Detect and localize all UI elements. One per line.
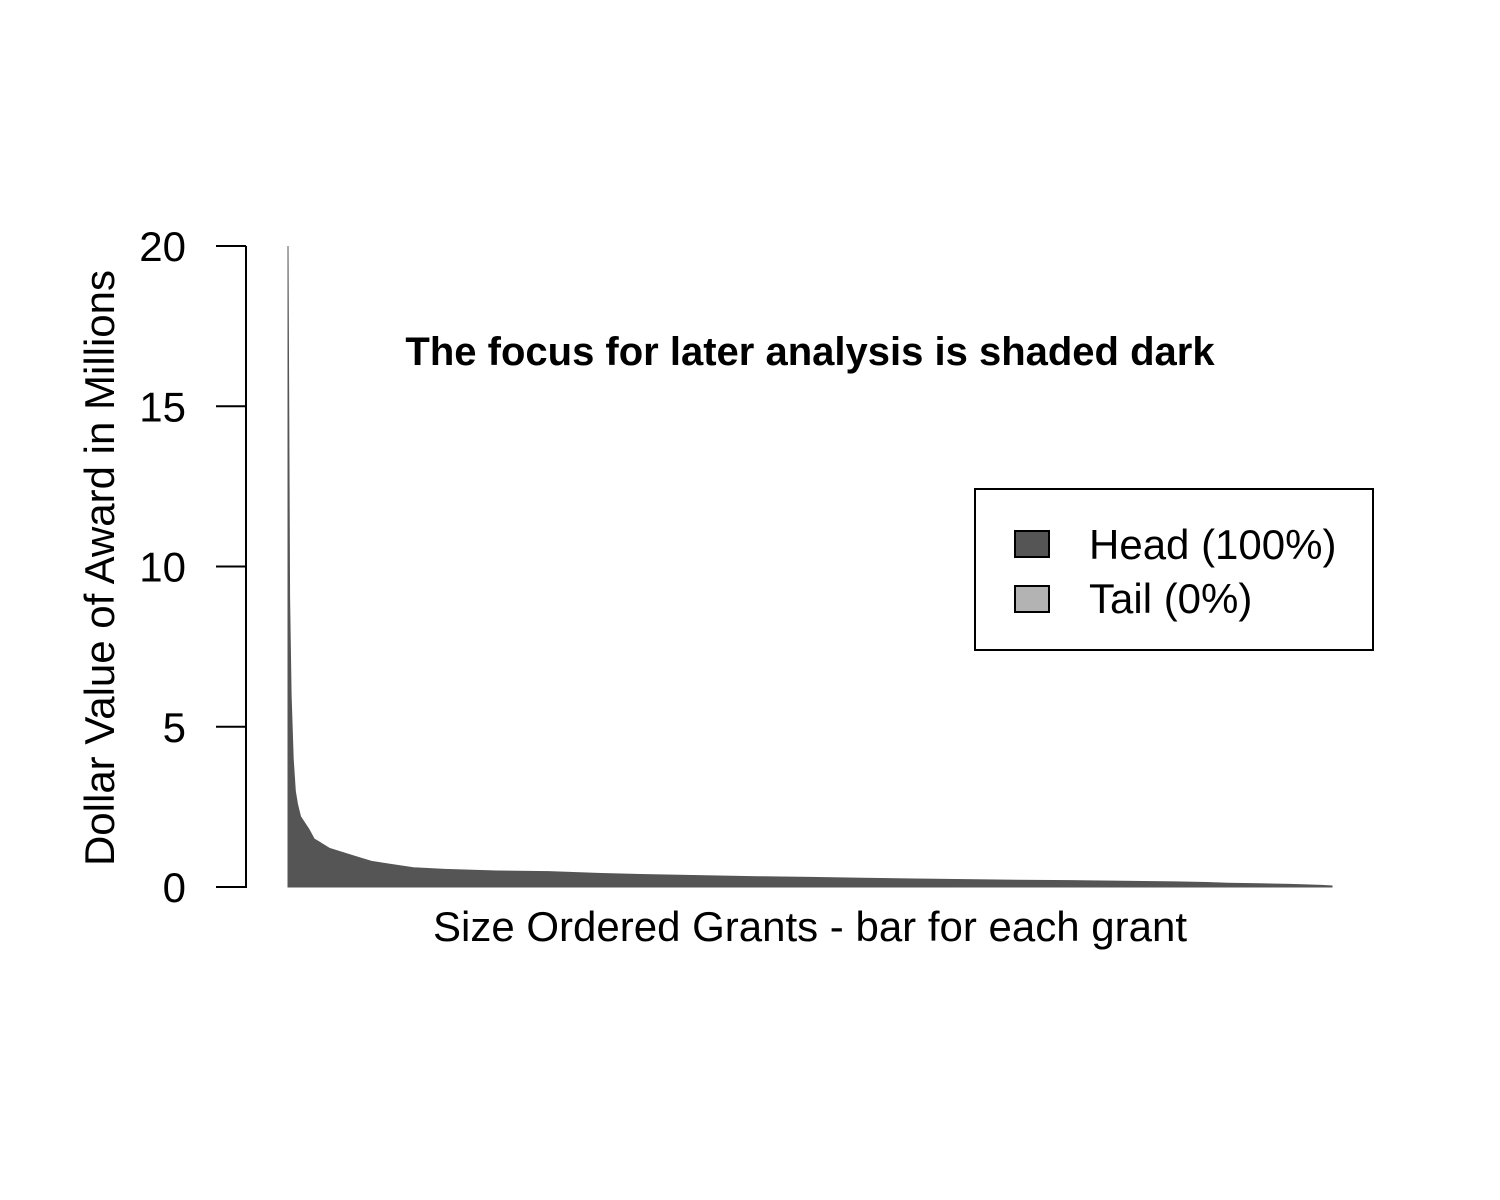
y-tick-label: 15 (139, 383, 186, 430)
plot-area (287, 245, 1333, 888)
y-tick-label: 20 (139, 223, 186, 270)
grant-bars-series (287, 245, 1333, 888)
legend-box (974, 488, 1374, 651)
chart-annotation: The focus for later analysis is shaded d… (405, 330, 1215, 374)
y-tick-label: 5 (163, 704, 186, 751)
y-axis-label: Dollar Value of Award in Millions (76, 270, 123, 866)
x-axis-label: Size Ordered Grants - bar for each grant (433, 903, 1187, 950)
y-ticks: 0 5 10 15 20 (139, 223, 246, 911)
legend-swatch-head (1014, 530, 1050, 558)
legend-label-head: Head (100%) (1089, 521, 1336, 568)
legend-swatch-tail (1014, 585, 1050, 613)
y-axis: 0 5 10 15 20 (139, 223, 247, 911)
y-tick-label: 0 (163, 864, 186, 911)
y-tick-label: 10 (139, 544, 186, 591)
legend-label-tail: Tail (0%) (1089, 575, 1252, 622)
legend: Head (100%) Tail (0%) (974, 488, 1374, 651)
